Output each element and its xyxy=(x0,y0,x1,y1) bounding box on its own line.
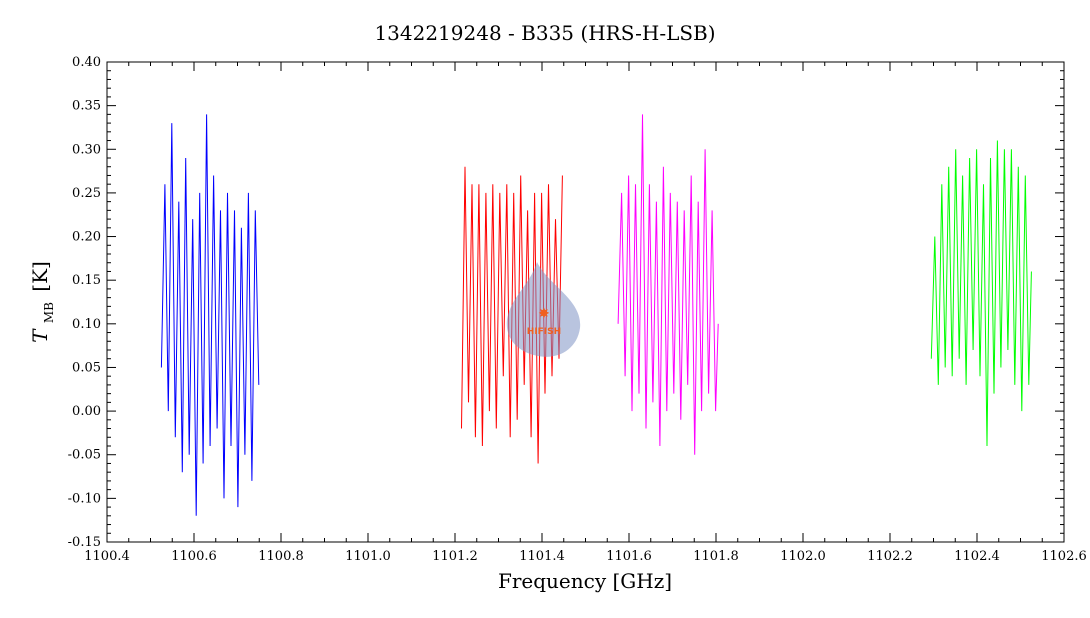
x-tick-label: 1101.2 xyxy=(432,549,478,564)
x-tick-label: 1101.0 xyxy=(345,549,391,564)
y-tick-label: -0.15 xyxy=(68,535,101,550)
y-tick-label: 0.40 xyxy=(72,55,101,70)
y-tick-label: 0.30 xyxy=(72,142,101,157)
instrument-logo: HIFISH ✸ xyxy=(506,262,581,357)
y-tick-label: -0.10 xyxy=(68,491,101,506)
series-line-4 xyxy=(930,140,1032,447)
y-tick-label: 0.20 xyxy=(72,230,101,245)
axis-ticks: 1100.4 1100.6 1100.8 1101.0 1101.2 1101.4 1101… xyxy=(68,55,1087,564)
x-tick-label: 1102.2 xyxy=(867,549,913,564)
x-tick-label: 1101.4 xyxy=(519,549,565,564)
series-line-3 xyxy=(617,114,719,455)
x-tick-label: 1100.4 xyxy=(84,549,130,564)
series-line-1 xyxy=(160,114,260,516)
y-tick-label: 0.35 xyxy=(72,99,101,114)
x-tick-label: 1100.8 xyxy=(258,549,304,564)
y-tick-label: 0.15 xyxy=(72,273,101,288)
logo-text: HIFISH xyxy=(527,327,561,337)
svg-text:T MB [K]: T MB [K] xyxy=(28,261,58,343)
x-tick-label: 1100.6 xyxy=(171,549,217,564)
y-tick-label: 0.10 xyxy=(72,317,101,332)
x-tick-label: 1101.6 xyxy=(606,549,652,564)
star-icon: ✸ xyxy=(538,307,550,322)
y-axis-label: T MB [K] xyxy=(28,261,58,343)
x-axis-label: Frequency [GHz] xyxy=(498,569,672,593)
series-layer xyxy=(160,114,1032,516)
x-tick-label: 1101.8 xyxy=(693,549,739,564)
y-tick-label: 0.05 xyxy=(72,360,101,375)
y-tick-label: -0.05 xyxy=(68,448,101,463)
x-tick-label: 1102.6 xyxy=(1041,549,1087,564)
x-tick-label: 1102.0 xyxy=(780,549,826,564)
y-axis-label-unit: [K] xyxy=(28,261,52,292)
drop-icon xyxy=(506,262,581,357)
y-axis-label-main: T xyxy=(28,328,52,343)
plot-frame xyxy=(106,61,1065,543)
y-tick-label: 0.00 xyxy=(72,404,101,419)
chart-title: 1342219248 - B335 (HRS-H-LSB) xyxy=(374,21,715,45)
y-axis-label-sub: MB xyxy=(42,302,56,323)
y-tick-label: 0.25 xyxy=(72,186,101,201)
x-tick-label: 1102.4 xyxy=(954,549,1000,564)
